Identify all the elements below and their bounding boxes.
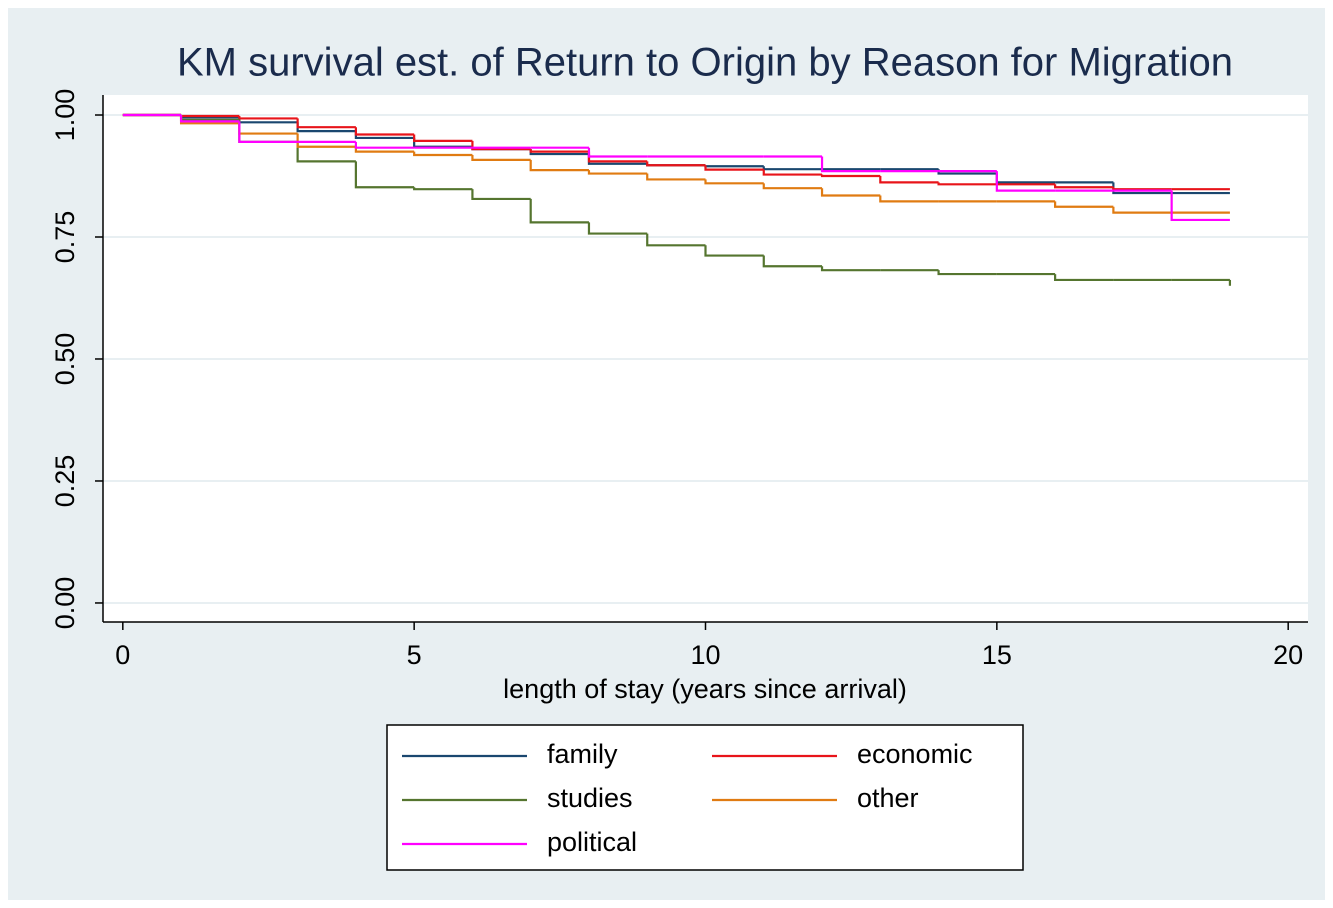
step-segment	[762, 166, 823, 171]
step-segment	[1112, 187, 1172, 191]
step-segment	[704, 245, 764, 257]
step-segment	[1170, 190, 1230, 222]
step-segment	[820, 174, 881, 178]
step-segment	[820, 188, 881, 197]
step-segment	[471, 155, 531, 161]
step-segment	[354, 141, 415, 149]
legend-label: political	[547, 827, 637, 857]
step-segment	[587, 147, 648, 158]
step-segment	[413, 134, 473, 142]
step-segment	[179, 114, 240, 118]
x-axis-label: length of stay (years since arrival)	[503, 674, 907, 704]
x-tick-label: 0	[115, 640, 130, 670]
legend-label: other	[857, 783, 919, 813]
legend-label: family	[547, 739, 618, 769]
x-tick-label: 5	[407, 640, 422, 670]
y-tick-label: 0.50	[50, 333, 80, 386]
step-segment	[413, 187, 473, 191]
step-segment	[704, 165, 764, 171]
legend-label: studies	[547, 783, 633, 813]
step-segment	[1112, 182, 1172, 195]
step-segment	[179, 115, 240, 123]
step-segment	[762, 169, 823, 176]
step-segment	[296, 118, 356, 129]
legend	[386, 724, 1024, 871]
step-segment	[879, 176, 939, 184]
step-segment	[1112, 206, 1172, 214]
step-segment	[762, 183, 823, 190]
step-segment	[1054, 274, 1114, 282]
step-segment	[704, 179, 764, 185]
step-segment	[879, 195, 939, 203]
step-segment	[1054, 184, 1114, 189]
step-segment	[471, 189, 531, 201]
step-segment	[646, 173, 706, 181]
y-tick-label: 1.00	[50, 89, 80, 142]
x-tick-label: 20	[1273, 640, 1303, 670]
y-tick-label: 0.25	[50, 455, 80, 508]
step-segment	[820, 266, 881, 272]
step-segment	[587, 222, 648, 235]
step-segment	[354, 127, 415, 136]
y-tick-label: 0.75	[50, 211, 80, 264]
step-segment	[646, 161, 706, 167]
step-segment	[471, 140, 531, 151]
step-segment	[937, 270, 997, 276]
step-segment	[238, 121, 298, 143]
step-segment	[354, 161, 415, 189]
step-segment	[820, 156, 881, 173]
step-segment	[529, 159, 589, 172]
x-tick-label: 15	[982, 640, 1012, 670]
x-tick-label: 10	[690, 640, 720, 670]
step-segment	[646, 233, 706, 247]
step-segment	[762, 255, 823, 268]
step-segment	[413, 151, 473, 157]
step-segment	[296, 141, 356, 163]
step-segment	[238, 115, 298, 120]
legend-label: economic	[857, 739, 973, 769]
step-segment	[995, 171, 1056, 192]
step-segment	[587, 170, 648, 175]
step-segment	[529, 149, 589, 153]
step-segment	[529, 198, 589, 224]
y-tick-label: 0.00	[50, 577, 80, 630]
step-segment	[296, 133, 356, 148]
step-segment	[937, 182, 997, 186]
chart-title: KM survival est. of Return to Origin by …	[177, 41, 1233, 85]
step-segment	[1054, 201, 1114, 208]
step-segment	[704, 165, 764, 168]
